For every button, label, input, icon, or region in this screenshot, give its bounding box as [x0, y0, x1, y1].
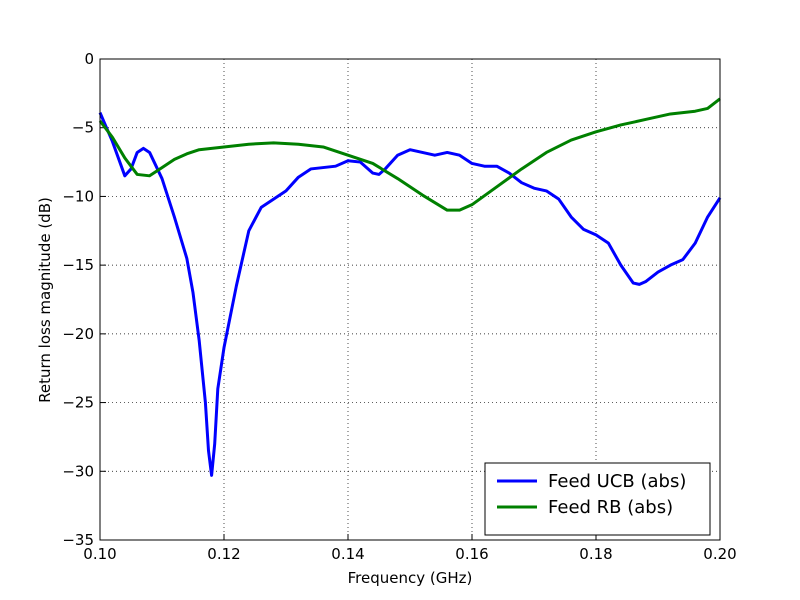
y-tick-label: −25 — [62, 394, 94, 412]
y-tick-label: −5 — [72, 119, 94, 137]
x-tick-label: 0.16 — [455, 545, 488, 563]
y-tick-label: −20 — [62, 325, 94, 343]
y-axis-label: Return loss magnitude (dB) — [36, 197, 54, 403]
y-tick-label: −10 — [62, 187, 94, 205]
x-tick-label: 0.14 — [331, 545, 364, 563]
legend-label: Feed RB (abs) — [548, 497, 673, 518]
x-tick-label: 0.10 — [83, 545, 116, 563]
legend-label: Feed UCB (abs) — [548, 471, 686, 492]
plot-frame — [99, 58, 721, 541]
x-axis-label: Frequency (GHz) — [348, 569, 473, 587]
legend-box — [484, 462, 711, 536]
series-line — [98, 112, 722, 477]
y-tick-label: −15 — [62, 256, 94, 274]
x-tick-label: 0.20 — [703, 545, 736, 563]
y-tick-label: −35 — [62, 531, 94, 549]
x-tick-label: 0.18 — [579, 545, 612, 563]
y-tick-label: 0 — [84, 50, 94, 68]
series-line — [98, 97, 721, 212]
y-tick-label: −30 — [62, 462, 94, 480]
x-tick-label: 0.12 — [207, 545, 240, 563]
